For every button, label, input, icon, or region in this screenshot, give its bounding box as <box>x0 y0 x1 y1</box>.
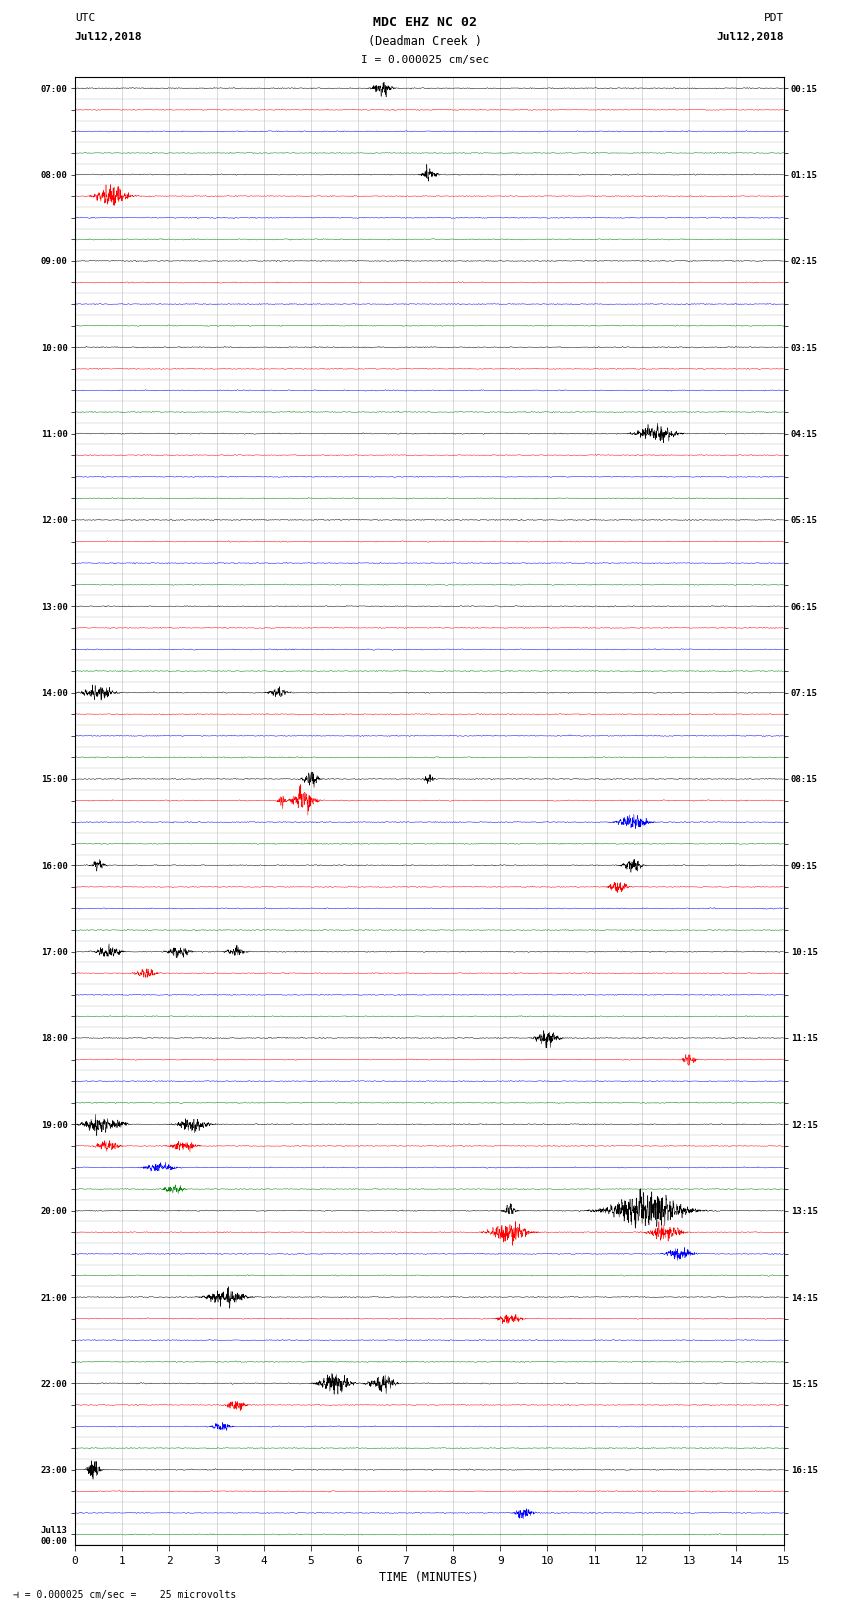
Text: Jul12,2018: Jul12,2018 <box>717 32 784 42</box>
Text: MDC EHZ NC 02: MDC EHZ NC 02 <box>373 16 477 29</box>
Text: I = 0.000025 cm/sec: I = 0.000025 cm/sec <box>361 55 489 65</box>
Text: Jul12,2018: Jul12,2018 <box>75 32 142 42</box>
Text: ⊣ = 0.000025 cm/sec =    25 microvolts: ⊣ = 0.000025 cm/sec = 25 microvolts <box>13 1590 236 1600</box>
Text: (Deadman Creek ): (Deadman Creek ) <box>368 35 482 48</box>
Text: PDT: PDT <box>763 13 784 23</box>
X-axis label: TIME (MINUTES): TIME (MINUTES) <box>379 1571 479 1584</box>
Text: UTC: UTC <box>75 13 95 23</box>
